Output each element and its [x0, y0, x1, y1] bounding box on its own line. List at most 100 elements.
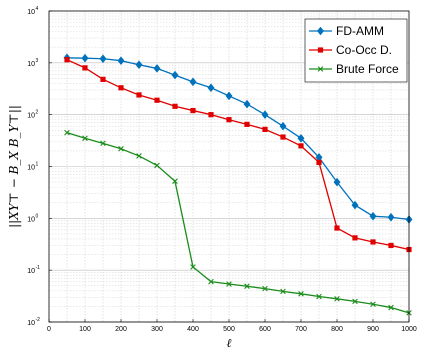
y-tick-label: 10: [27, 165, 35, 172]
legend-marker: [317, 47, 324, 53]
x-axis-label: ℓ: [227, 336, 232, 350]
series-line: [66, 132, 410, 314]
legend-label: Co-Occ D.: [336, 43, 392, 57]
legend-entry: FD-AMM: [309, 24, 384, 38]
data-point: [387, 212, 395, 222]
data-point: [370, 301, 376, 308]
data-point: [316, 159, 322, 165]
data-point: [334, 296, 340, 302]
data-point: [207, 83, 215, 93]
x-tick-label: 0: [47, 326, 51, 333]
data-point: [154, 162, 160, 169]
data-point: [316, 293, 322, 300]
data-point: [64, 57, 70, 63]
y-axis-label: ||XY⊤ − B_X B_Y⊤||: [7, 105, 21, 228]
y-tick-exponent: 3: [36, 58, 39, 64]
data-point: [153, 64, 161, 73]
data-point: [352, 235, 358, 241]
data-point: [208, 112, 214, 118]
data-point: [64, 129, 70, 136]
series-line: [66, 59, 410, 251]
legend-entry: Brute Force: [309, 62, 399, 76]
y-tick-label: 10: [27, 216, 35, 223]
series-line: [66, 57, 410, 221]
data-point: [280, 134, 286, 140]
y-tick-label: 10: [27, 113, 35, 120]
x-tick-label: 500: [223, 326, 235, 333]
x-tick-label: 600: [259, 326, 271, 333]
data-point: [136, 153, 142, 159]
data-point: [298, 143, 304, 149]
y-tick-exponent: 4: [36, 6, 39, 12]
x-tick-label: 200: [115, 326, 127, 333]
series-brute-force: [64, 129, 412, 316]
x-tick-label: 300: [151, 326, 163, 333]
data-point: [171, 70, 179, 80]
x-tick-label: 400: [187, 326, 199, 333]
data-point: [370, 239, 376, 245]
data-point: [154, 97, 160, 103]
data-point: [352, 298, 358, 305]
data-point: [118, 85, 124, 91]
data-point: [99, 54, 107, 64]
y-tick-exponent: 0: [36, 213, 39, 219]
series-fd-amm: [63, 53, 413, 224]
legend-label: FD-AMM: [336, 24, 384, 38]
data-point: [100, 76, 106, 82]
data-point: [298, 291, 304, 297]
y-tick-label: 10: [27, 268, 35, 275]
x-tick-label: 100: [79, 326, 91, 333]
data-point: [117, 56, 125, 66]
data-point: [225, 91, 233, 101]
data-point: [280, 288, 286, 295]
data-point: [136, 92, 142, 98]
data-point: [135, 60, 143, 70]
legend-label: Brute Force: [336, 62, 399, 76]
data-point: [100, 140, 106, 147]
x-tick-label: 1000: [401, 326, 417, 333]
legend-marker: [317, 66, 324, 72]
data-point: [82, 135, 88, 142]
data-point: [226, 117, 232, 123]
y-tick-exponent: -2: [36, 317, 41, 323]
data-point: [262, 126, 268, 132]
x-tick-label: 900: [367, 326, 379, 333]
data-point: [333, 177, 341, 187]
data-point: [244, 283, 250, 290]
data-point: [172, 178, 178, 185]
data-point: [81, 53, 89, 63]
data-point: [297, 133, 305, 143]
data-point: [243, 99, 251, 109]
data-point: [261, 110, 269, 120]
data-point: [388, 242, 394, 249]
x-tick-label: 800: [331, 326, 343, 333]
data-point: [279, 121, 287, 131]
y-tick-label: 10: [27, 320, 35, 327]
y-tick-exponent: 2: [36, 110, 39, 116]
data-point: [244, 121, 250, 127]
data-point: [118, 145, 124, 152]
y-tick-label: 10: [27, 61, 35, 68]
legend: FD-AMM Co-Occ D. Brute Force: [304, 18, 408, 83]
data-point: [190, 264, 196, 270]
data-point: [369, 211, 377, 221]
y-tick-label: 10: [27, 9, 35, 16]
data-point: [82, 65, 88, 71]
series-co-occ-d-: [64, 57, 412, 253]
data-point: [351, 200, 359, 210]
data-point: [208, 278, 214, 285]
legend-entry: Co-Occ D.: [309, 43, 392, 57]
data-point: [262, 285, 268, 292]
x-tick-label: 700: [295, 326, 307, 333]
y-tick-exponent: 1: [36, 162, 39, 168]
data-point: [388, 304, 394, 311]
legend-marker: [316, 26, 325, 36]
y-tick-exponent: -1: [36, 265, 41, 271]
data-point: [334, 225, 340, 231]
axis-ticks: 0 100 200 300 400 500 600 700 800 900 100010-210-1…: [27, 6, 417, 333]
data-point: [226, 281, 232, 287]
series-layer: [63, 53, 413, 316]
data-point: [190, 107, 196, 114]
data-point: [172, 103, 178, 109]
